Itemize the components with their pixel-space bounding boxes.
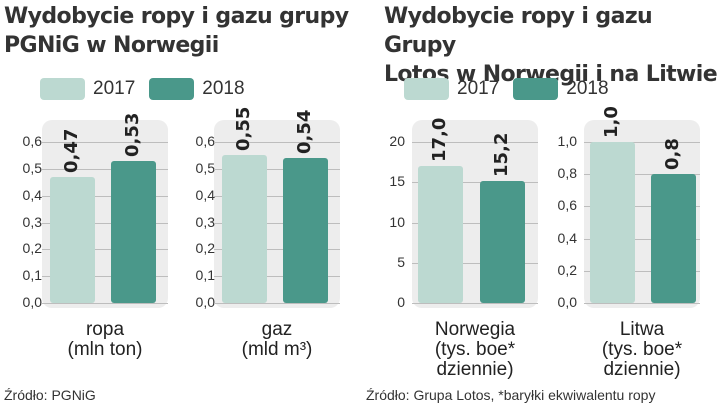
y-gridline [412, 182, 538, 184]
y-tick-label: 5 [397, 253, 405, 270]
left-legend: 2017 2018 [40, 78, 259, 100]
y-tick-label: 0,6 [22, 133, 42, 149]
y-gridline [214, 168, 340, 170]
bar-2017 [222, 155, 267, 303]
category-label: Norwegia (tys. boe* dziennie) [402, 320, 548, 380]
left-title-line-1: Wydobycie ropy i gazu grupy [4, 4, 349, 29]
bar-2018 [283, 158, 328, 303]
legend-label-2018: 2018 [202, 78, 245, 99]
category-label-line: dziennie) [603, 359, 681, 380]
bar-2018 [480, 180, 525, 303]
y-tick-label: 0,4 [22, 186, 42, 203]
legend-swatch-2017 [40, 78, 85, 100]
bar-2017 [590, 142, 635, 303]
value-label: 0,47 [61, 128, 82, 173]
category-label-line: gaz [261, 319, 293, 340]
y-gridline [42, 222, 168, 224]
value-label: 0,55 [233, 106, 254, 152]
y-gridline [412, 222, 538, 224]
category-label-line: (mld m³) [241, 339, 313, 360]
y-tick-label: 0,2 [557, 261, 577, 278]
y-gridline [584, 206, 700, 208]
category-label-line: dziennie) [436, 359, 514, 380]
y-tick-label: 0,1 [195, 267, 215, 284]
y-gridline [214, 195, 340, 197]
legend-label-2017: 2017 [457, 78, 500, 99]
y-tick-label: 0,2 [22, 240, 42, 257]
y-gridline [42, 142, 168, 143]
y-gridline [584, 238, 700, 240]
y-gridline [214, 303, 340, 304]
y-gridline [42, 249, 168, 251]
y-gridline [214, 276, 340, 278]
value-label: 0,8 [662, 138, 683, 171]
y-gridline [214, 142, 340, 143]
y-tick-label: 0,8 [557, 165, 577, 182]
y-gridline [584, 142, 700, 143]
y-tick-label: 10 [389, 213, 405, 230]
legend-label-2018: 2018 [566, 78, 609, 99]
y-gridline [584, 303, 700, 304]
value-label: 0,53 [122, 112, 143, 157]
category-label: Litwa (tys. boe* dziennie) [574, 320, 710, 380]
category-label-line: (mln ton) [67, 339, 143, 360]
y-tick-label: 15 [389, 173, 405, 190]
y-gridline [42, 276, 168, 278]
bar-2017 [418, 166, 463, 303]
category-label: ropa (mln ton) [32, 320, 178, 360]
bar-2018 [651, 174, 696, 303]
value-label: 15,2 [491, 132, 512, 177]
legend-swatch-2018 [149, 78, 195, 100]
legend-swatch-2017 [404, 78, 449, 100]
y-gridline [214, 222, 340, 224]
y-tick-label: 0,1 [22, 267, 42, 284]
y-tick-label: 0,3 [22, 213, 42, 230]
y-gridline [42, 168, 168, 170]
y-gridline [584, 174, 700, 176]
y-tick-label: 0,4 [195, 186, 215, 203]
y-gridline [42, 303, 168, 304]
y-gridline [584, 270, 700, 272]
y-gridline [412, 142, 538, 143]
category-label: gaz (mld m³) [204, 320, 350, 360]
value-label: 1,0 [601, 106, 622, 138]
category-label-line: (tys. boe* [434, 339, 516, 360]
category-label-line: ropa [85, 319, 125, 340]
y-tick-label: 1,0 [557, 133, 577, 149]
value-label: 17,0 [429, 117, 450, 163]
y-tick-label: 0,0 [22, 294, 42, 310]
y-gridline [42, 195, 168, 197]
right-legend: 2017 2018 [404, 78, 623, 100]
y-tick-label: 0,5 [22, 159, 42, 176]
y-tick-label: 0,6 [195, 133, 215, 149]
y-tick-label: 0,4 [557, 229, 577, 246]
right-title-line-1: Wydobycie ropy i gazu Grupy [384, 4, 653, 58]
y-gridline [412, 303, 538, 304]
y-gridline [214, 249, 340, 251]
y-tick-label: 0,6 [557, 197, 577, 214]
y-tick-label: 0 [397, 294, 405, 310]
right-source: Źródło: Grupa Lotos, *baryłki ekwiwalent… [366, 387, 656, 403]
legend-label-2017: 2017 [93, 78, 136, 99]
y-tick-label: 0,5 [195, 159, 215, 176]
y-tick-label: 0,2 [195, 240, 215, 257]
value-label: 0,54 [294, 109, 315, 155]
category-label-line: Norwegia [434, 319, 516, 340]
category-label-line: Litwa [619, 319, 665, 340]
right-title: Wydobycie ropy i gazu Grupy Lotos w Norw… [384, 2, 721, 89]
y-tick-label: 0,3 [195, 213, 215, 230]
category-label-line: (tys. boe* [601, 339, 683, 360]
bar-2018 [111, 160, 156, 303]
left-title: Wydobycie ropy i gazu grupy PGNiG w Norw… [4, 2, 349, 60]
y-tick-label: 0,0 [557, 294, 577, 310]
bar-2017 [50, 176, 95, 303]
y-tick-label: 0,0 [195, 294, 215, 310]
legend-swatch-2018 [513, 78, 559, 100]
left-source: Źródło: PGNiG [4, 387, 96, 403]
y-tick-label: 20 [389, 133, 405, 149]
left-title-line-2: PGNiG w Norwegii [4, 33, 219, 58]
y-gridline [412, 262, 538, 264]
